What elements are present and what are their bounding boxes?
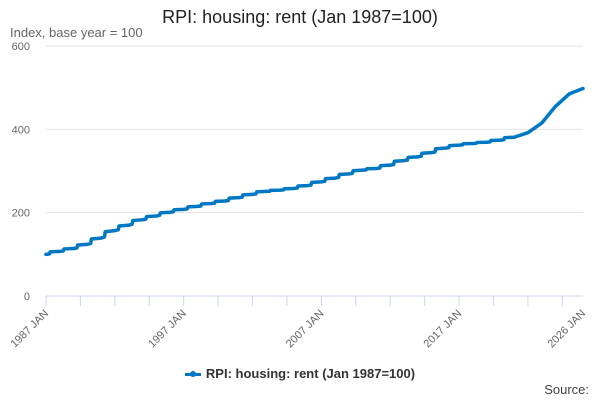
data-point xyxy=(292,186,296,191)
data-point xyxy=(85,242,89,246)
data-point xyxy=(319,180,323,184)
data-point xyxy=(168,210,172,214)
data-point xyxy=(553,104,558,109)
data-point xyxy=(127,223,131,227)
data-point xyxy=(264,189,268,194)
data-point xyxy=(182,207,186,211)
data-point xyxy=(223,199,227,203)
data-point xyxy=(581,86,585,91)
data-point xyxy=(498,138,502,142)
chart-title: RPI: housing: rent (Jan 1987=100) xyxy=(162,7,438,27)
data-point xyxy=(429,151,434,155)
y-tick-label: 0 xyxy=(24,291,30,303)
data-point xyxy=(526,131,530,135)
x-tick-label: 2007 JAN xyxy=(284,308,327,351)
legend-label: RPI: housing: rent (Jan 1987=100) xyxy=(205,366,416,381)
x-tick-label: 1997 JAN xyxy=(146,308,189,351)
data-point xyxy=(250,192,255,196)
x-tick-label: 2026 JAN xyxy=(545,308,588,351)
data-point xyxy=(567,92,571,96)
x-tick-label: 2017 JAN xyxy=(422,308,465,351)
data-point xyxy=(58,249,62,254)
data-point xyxy=(388,163,392,167)
data-point xyxy=(361,168,365,172)
data-point xyxy=(512,135,516,139)
data-point xyxy=(333,176,337,180)
data-point xyxy=(457,143,461,147)
y-tick-label: 200 xyxy=(12,208,30,220)
data-point xyxy=(485,140,489,144)
legend[interactable]: RPI: housing: rent (Jan 1987=100) xyxy=(0,366,600,381)
data-point xyxy=(471,141,475,146)
data-point xyxy=(209,201,213,206)
series-line xyxy=(44,86,585,257)
x-tick-label: 1987 JAN xyxy=(8,308,51,351)
y-tick-label: 600 xyxy=(12,41,30,53)
data-point xyxy=(443,146,447,150)
data-point xyxy=(347,172,351,176)
source-label: Source: xyxy=(544,382,589,397)
data-point xyxy=(374,166,379,171)
data-point xyxy=(154,214,158,218)
data-point xyxy=(306,183,310,188)
data-point xyxy=(278,188,282,192)
data-point xyxy=(416,155,420,159)
legend-swatch xyxy=(184,371,201,378)
data-point xyxy=(237,196,241,200)
data-point xyxy=(402,158,406,163)
data-point xyxy=(44,252,48,256)
data-point xyxy=(140,218,144,222)
data-point xyxy=(99,236,103,240)
data-point xyxy=(195,204,200,209)
data-point xyxy=(71,246,76,251)
y-tick-label: 400 xyxy=(12,124,30,136)
y-axis-label: Index, base year = 100 xyxy=(10,25,143,40)
data-point xyxy=(540,121,544,125)
data-point xyxy=(113,228,117,233)
